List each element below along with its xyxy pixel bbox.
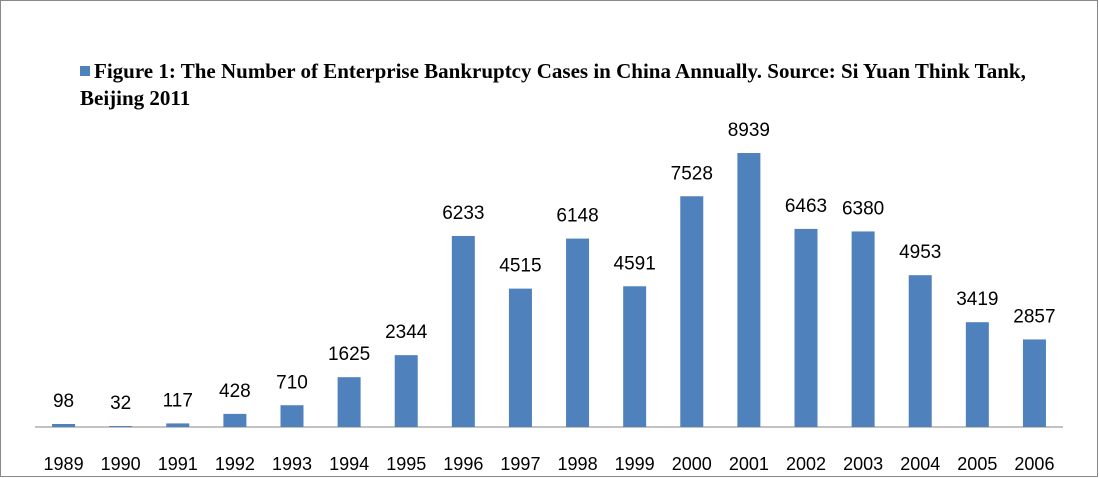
data-label: 3419 (956, 289, 998, 310)
data-label: 1625 (328, 344, 370, 365)
x-tick-label: 1991 (158, 454, 198, 474)
x-tick-label: 1992 (215, 454, 255, 474)
bar (908, 275, 932, 427)
x-tick-label: 2001 (729, 454, 769, 474)
x-tick-label: 1995 (386, 454, 426, 474)
x-tick-label: 1993 (272, 454, 312, 474)
bar (223, 413, 247, 427)
bar (623, 286, 647, 427)
bar (451, 235, 475, 427)
data-label: 2857 (1013, 306, 1055, 327)
data-label: 4591 (614, 253, 656, 274)
x-tick-label: 1989 (44, 454, 84, 474)
data-label: 98 (53, 391, 74, 412)
x-tick-label: 1990 (101, 454, 141, 474)
bar (508, 288, 532, 427)
data-label: 428 (219, 381, 251, 402)
data-label: 6463 (785, 196, 827, 217)
x-tick-label: 2006 (1014, 454, 1054, 474)
x-tick-label: 2004 (900, 454, 940, 474)
x-tick-label: 1998 (558, 454, 598, 474)
legend-swatch (80, 66, 90, 76)
data-label: 6148 (556, 206, 598, 227)
bar (337, 377, 361, 427)
bar (280, 405, 304, 427)
legend: Figure 1: The Number of Enterprise Bankr… (80, 58, 1080, 112)
x-tick-label: 1997 (500, 454, 540, 474)
bar (680, 196, 704, 427)
x-tick-label: 2003 (843, 454, 883, 474)
bar (394, 355, 418, 427)
x-tick-label: 1996 (443, 454, 483, 474)
x-tick-label: 2000 (672, 454, 712, 474)
x-tick-label: 2002 (786, 454, 826, 474)
bar (109, 426, 133, 427)
data-label: 32 (110, 393, 131, 414)
x-tick-label: 2005 (957, 454, 997, 474)
data-label: 117 (163, 390, 193, 411)
bar (851, 231, 875, 427)
x-tick-label: 1994 (329, 454, 369, 474)
bar (965, 322, 989, 427)
data-label: 6380 (842, 198, 884, 219)
legend-label: Figure 1: The Number of Enterprise Bankr… (80, 59, 1026, 110)
data-label: 2344 (385, 322, 428, 343)
data-label: 7528 (671, 163, 713, 184)
bar (1022, 339, 1046, 427)
bar (794, 228, 818, 427)
data-label: 710 (276, 372, 308, 393)
bar (737, 153, 761, 427)
data-label: 4515 (499, 256, 541, 277)
data-label: 4953 (899, 242, 941, 263)
bar (166, 423, 190, 427)
data-label: 6233 (442, 203, 484, 224)
x-tick-label: 1999 (615, 454, 655, 474)
bar (566, 238, 590, 427)
bar (52, 423, 76, 427)
data-label: 8939 (728, 120, 770, 141)
